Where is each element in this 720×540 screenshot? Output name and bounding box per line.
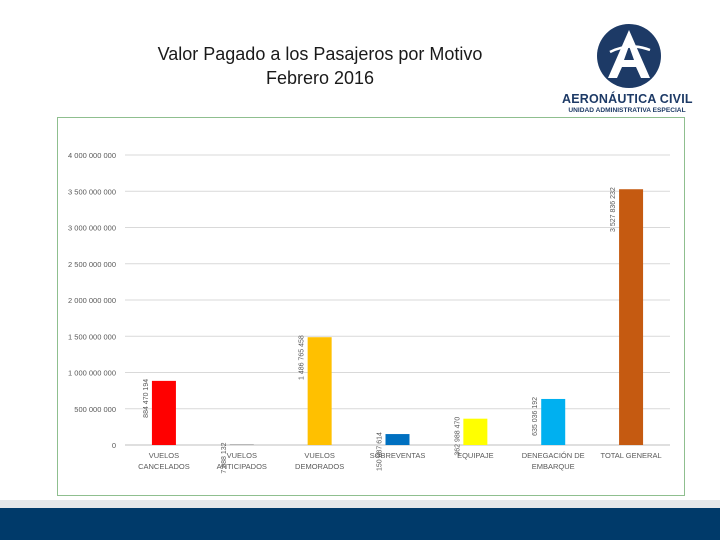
x-tick-label: DENEGACIÓN DE — [522, 451, 585, 460]
y-tick-label: 3 000 000 000 — [68, 224, 116, 233]
data-label: 3 527 836 232 — [610, 187, 617, 232]
data-label: 150 887 614 — [377, 432, 384, 471]
bar — [151, 380, 176, 445]
data-label: 7 688 132 — [221, 442, 228, 473]
y-tick-label: 1 000 000 000 — [68, 369, 116, 378]
logo-text-line-2: UNIDAD ADMINISTRATIVA ESPECIAL — [568, 107, 686, 114]
data-label: 1 486 765 458 — [299, 335, 306, 380]
y-tick-label: 2 000 000 000 — [68, 296, 116, 305]
x-tick-label: CANCELADOS — [138, 462, 190, 471]
slide-title-line-1: Valor Pagado a los Pasajeros por Motivo — [157, 44, 483, 64]
aeronautica-civil-logo: AERONÁUTICA CIVIL UNIDAD ADMINISTRATIVA … — [562, 22, 693, 116]
x-tick-label: TOTAL GENERAL — [601, 451, 662, 460]
bar — [541, 398, 566, 445]
y-tick-label: 2 500 000 000 — [68, 260, 116, 269]
y-tick-label: 1 500 000 000 — [68, 332, 116, 341]
bar — [619, 189, 644, 445]
chart-frame: 0 500 000 000 1 000 000 000 1 500 000 000 2 … — [57, 117, 685, 496]
y-tick-label: 3 500 000 000 — [68, 187, 116, 196]
bar — [307, 337, 332, 445]
x-tick-label: VUELOS — [149, 451, 179, 460]
bar — [229, 444, 254, 445]
logo-text-line-1: AERONÁUTICA CIVIL — [562, 92, 693, 106]
x-tick-label: VUELOS — [304, 451, 334, 460]
x-tick-label: EQUIPAJE — [457, 451, 494, 460]
data-label: 884 470 194 — [143, 379, 150, 418]
data-label: 635 036 192 — [532, 397, 539, 436]
slide-title-line-2: Febrero 2016 — [265, 68, 375, 88]
bar-chart: 0 500 000 000 1 000 000 000 1 500 000 000 2 … — [68, 151, 670, 474]
bar — [385, 434, 410, 445]
footer-band-dark — [0, 508, 720, 540]
bar — [463, 418, 488, 445]
y-tick-label: 0 — [112, 441, 116, 450]
x-tick-label: SOBREVENTAS — [370, 451, 426, 460]
logo-emblem-icon — [597, 24, 661, 88]
x-tick-label: ANTICIPADOS — [217, 462, 267, 471]
y-tick-label: 4 000 000 000 — [68, 151, 116, 160]
y-tick-label: 500 000 000 — [74, 405, 116, 414]
footer-band-light — [0, 500, 720, 508]
data-label: 362 988 470 — [454, 417, 461, 456]
x-tick-label: DEMORADOS — [295, 462, 344, 471]
x-tick-label: EMBARQUE — [532, 462, 575, 471]
x-tick-label: VUELOS — [227, 451, 257, 460]
slide-title: Valor Pagado a los Pasajeros por Motivo … — [100, 42, 540, 90]
